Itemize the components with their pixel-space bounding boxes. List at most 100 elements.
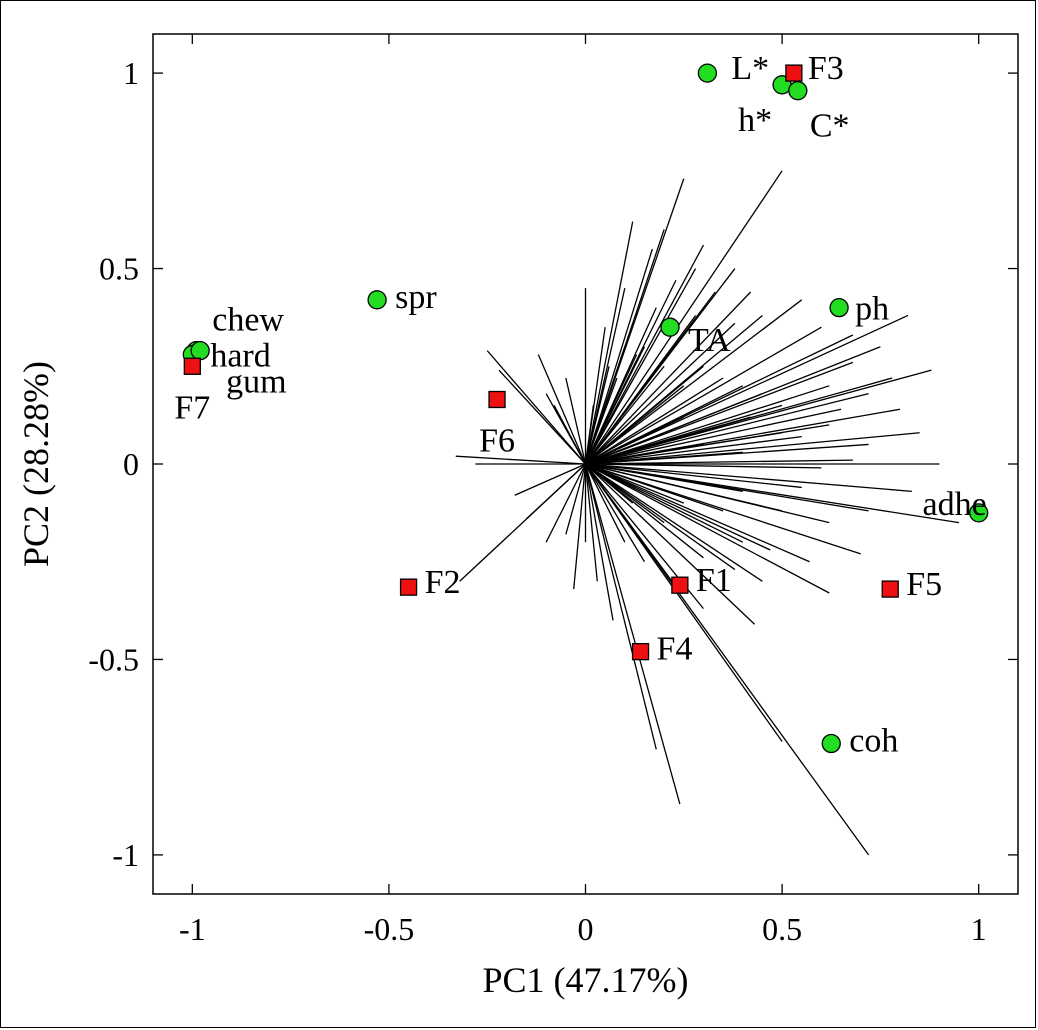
- loading-vector: [584, 463, 626, 543]
- y-tick-label: -0.5: [88, 641, 139, 677]
- variable-point: [367, 290, 387, 310]
- variable-label: L*: [731, 50, 769, 87]
- loading-vector: [585, 463, 724, 512]
- variable-label: TA: [688, 322, 731, 359]
- loading-vector: [584, 346, 646, 465]
- y-tick-label: -1: [112, 837, 139, 873]
- loading-vector: [585, 416, 685, 465]
- variable-point: [660, 317, 680, 337]
- sample-point: [785, 64, 803, 82]
- loading-vector: [585, 463, 802, 489]
- loading-vector: [585, 463, 665, 524]
- loading-vector: [584, 463, 681, 805]
- loading-vector: [585, 463, 912, 493]
- loading-vector: [585, 369, 932, 465]
- loading-vector: [585, 463, 783, 512]
- sample-label: F2: [425, 564, 461, 601]
- variable-point: [788, 81, 808, 101]
- loading-vector: [584, 463, 783, 742]
- loading-vector: [553, 405, 587, 465]
- variable-label: h*: [738, 102, 772, 139]
- loading-vector: [585, 326, 822, 465]
- loading-vector: [585, 463, 830, 594]
- variable-label: C*: [810, 108, 850, 145]
- sample-label: F6: [479, 423, 515, 460]
- sample-label: F4: [657, 631, 693, 668]
- sample-point: [631, 642, 650, 661]
- variable-label: chew: [212, 302, 284, 339]
- variable-label: hard: [210, 338, 270, 375]
- x-tick-label: -1: [179, 911, 206, 947]
- loading-vector: [584, 463, 614, 621]
- axis-ticks: -1 -0.5 0 0.5 1 -1 -0.5 0 0.5 1: [88, 34, 1018, 947]
- loading-vector: [585, 463, 810, 563]
- loading-vector: [585, 291, 752, 465]
- loading-vectors: [455, 170, 960, 856]
- loading-vector: [584, 365, 665, 465]
- loading-vector: [584, 463, 646, 563]
- sample-label: F5: [906, 566, 942, 603]
- loading-vector: [584, 315, 697, 465]
- loading-vector: [585, 416, 751, 465]
- loading-vector: [573, 463, 587, 590]
- sample-point: [881, 580, 899, 598]
- variable-label: ph: [855, 291, 889, 328]
- variable-label: coh: [849, 723, 898, 760]
- x-tick-label: 0: [578, 911, 594, 947]
- loading-vector: [545, 463, 587, 543]
- loading-vector: [585, 463, 822, 469]
- y-tick-label: 0: [123, 446, 139, 482]
- loading-vector: [584, 268, 697, 465]
- loading-vector: [514, 463, 586, 496]
- loading-vector: [585, 314, 909, 465]
- variable-point: [969, 503, 989, 523]
- loading-vector: [584, 221, 634, 465]
- sample-label: F3: [808, 50, 844, 87]
- loading-vector: [585, 361, 854, 465]
- y-tick-label: 0.5: [99, 251, 139, 287]
- y-axis-label: PC2 (28.28%): [16, 361, 56, 567]
- variable-label: adhe: [922, 486, 986, 523]
- loading-vector: [585, 408, 842, 465]
- loading-vector: [584, 346, 626, 465]
- loading-vector: [585, 435, 802, 465]
- loading-vector: [585, 451, 743, 465]
- loading-vector: [585, 377, 724, 465]
- loading-vector: [585, 393, 869, 465]
- loading-vector: [584, 248, 653, 465]
- variable-point: [697, 63, 718, 83]
- variable-point: [190, 340, 210, 361]
- loading-vector: [585, 463, 634, 504]
- loading-vector: [585, 443, 704, 465]
- sample-label: F1: [696, 562, 732, 599]
- loading-vector: [585, 299, 803, 465]
- variable-point: [821, 733, 841, 754]
- loading-vector: [585, 463, 736, 571]
- loading-vector: [585, 393, 763, 465]
- loading-vector: [585, 463, 756, 625]
- loading-vector: [584, 244, 705, 465]
- loading-vector: [584, 463, 598, 582]
- loading-vector: [455, 455, 586, 465]
- sample-point: [399, 578, 418, 596]
- variable-label: spr: [395, 279, 437, 316]
- loading-vector: [584, 463, 657, 750]
- loading-vector: [584, 463, 870, 856]
- loading-vector: [537, 354, 587, 465]
- loading-vector: [585, 459, 853, 465]
- loading-vector: [585, 365, 704, 465]
- loading-vector: [585, 463, 685, 504]
- loading-vector: [585, 463, 771, 551]
- x-tick-label: 1: [971, 911, 987, 947]
- sample-point: [671, 576, 689, 594]
- loading-vector: [565, 463, 587, 535]
- loading-vector: [498, 369, 586, 465]
- loading-vector: [585, 463, 743, 493]
- loading-vector: [585, 463, 763, 582]
- x-tick-label: 0.5: [762, 911, 802, 947]
- sample-point: [488, 390, 506, 409]
- loading-vector: [486, 350, 586, 465]
- variable-label: gum: [226, 364, 286, 401]
